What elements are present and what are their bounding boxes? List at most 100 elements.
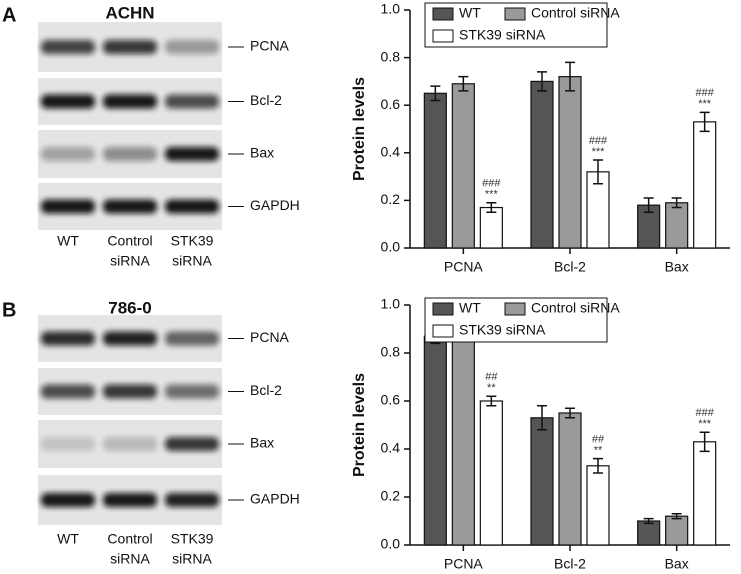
- legend-label: WT: [459, 5, 481, 21]
- bar: [558, 412, 582, 546]
- blot-band: [103, 493, 157, 507]
- bar: [558, 76, 582, 249]
- bar: [693, 121, 717, 249]
- blot-band: [103, 147, 157, 161]
- y-axis-label: Protein levels: [351, 373, 368, 477]
- error-bar: [565, 61, 575, 92]
- error-bar: [593, 457, 603, 474]
- blot-band: [41, 147, 95, 161]
- blot-band: [41, 331, 95, 346]
- x-tick-label: Bax: [665, 556, 689, 572]
- error-bar: [486, 395, 497, 407]
- blot-band: [41, 199, 95, 214]
- x-tick-label: PCNA: [444, 556, 484, 572]
- y-tick-label: 0.6: [381, 96, 401, 112]
- blot-band: [165, 199, 219, 214]
- legend-swatch: [432, 7, 454, 21]
- x-tick-label: Bcl-2: [554, 259, 586, 275]
- band-label: PCNA: [250, 329, 290, 345]
- y-axis-label: Protein levels: [351, 77, 368, 181]
- legend-label: WT: [459, 300, 481, 316]
- blot-band: [165, 94, 219, 109]
- y-tick-label: 0.0: [381, 239, 401, 255]
- error-bar: [671, 197, 682, 209]
- blot-band: [41, 493, 95, 507]
- bar: [530, 80, 554, 249]
- error-bar: [537, 71, 547, 92]
- legend-label: STK39 siRNA: [459, 27, 546, 43]
- lane-label: STK39: [171, 233, 214, 249]
- error-bar: [458, 75, 469, 92]
- legend-swatch: [432, 302, 454, 316]
- lane-label: siRNA: [110, 551, 150, 567]
- lane-label: siRNA: [110, 253, 150, 269]
- blot-band: [103, 331, 157, 346]
- y-tick-label: 0.6: [381, 392, 401, 408]
- error-bar: [565, 407, 575, 419]
- bar: [665, 515, 689, 546]
- bar: [423, 92, 447, 249]
- blot-band: [41, 40, 95, 54]
- bar: [637, 520, 661, 546]
- blot-band: [103, 384, 157, 399]
- legend-swatch: [432, 29, 454, 43]
- blot-band: [103, 40, 157, 54]
- lane-label: siRNA: [172, 551, 212, 567]
- y-tick-label: 1.0: [381, 1, 401, 17]
- significance-label: ***: [698, 418, 712, 430]
- blot-band: [41, 384, 95, 399]
- error-bar: [643, 197, 654, 214]
- significance-label: ###: [589, 135, 608, 147]
- legend-label: STK39 siRNA: [459, 322, 546, 338]
- blot-band: [41, 437, 95, 451]
- bar: [693, 441, 717, 546]
- band-label: Bcl-2: [250, 382, 282, 398]
- legend-label: Control siRNA: [531, 5, 620, 21]
- legend-swatch: [504, 302, 526, 316]
- error-bar: [671, 513, 682, 520]
- bar: [423, 335, 447, 546]
- lane-label: STK39: [171, 531, 214, 547]
- blot-band: [103, 94, 157, 109]
- x-tick-label: PCNA: [444, 259, 484, 275]
- y-tick-label: 0.8: [381, 344, 401, 360]
- significance-label: ##: [485, 371, 498, 383]
- error-bar: [699, 431, 710, 453]
- lane-label: WT: [57, 531, 79, 547]
- significance-label: ###: [482, 178, 501, 190]
- y-tick-label: 0.4: [381, 144, 401, 160]
- significance-label: **: [594, 445, 603, 457]
- band-label: GAPDH: [250, 197, 300, 213]
- lane-label: WT: [57, 233, 79, 249]
- y-tick-label: 0.2: [381, 488, 401, 504]
- blot-band: [165, 437, 219, 451]
- lane-label: Control: [107, 531, 152, 547]
- bar: [665, 202, 689, 249]
- band-label: PCNA: [250, 38, 290, 54]
- error-bar: [537, 405, 547, 431]
- blot-band: [41, 94, 95, 109]
- legend-label: Control siRNA: [531, 300, 620, 316]
- y-tick-label: 0.2: [381, 191, 401, 207]
- y-tick-label: 0.0: [381, 536, 401, 552]
- bar: [451, 328, 475, 546]
- blot-band: [165, 331, 219, 346]
- blot-band: [165, 147, 219, 161]
- blot-title: ACHN: [105, 3, 154, 22]
- blot-title: 786-0: [108, 298, 151, 317]
- band-label: Bax: [250, 435, 274, 451]
- x-tick-label: Bcl-2: [554, 556, 586, 572]
- y-tick-label: 0.8: [381, 48, 401, 64]
- bar: [586, 465, 610, 546]
- blot-band: [103, 199, 157, 214]
- significance-label: ***: [698, 98, 712, 110]
- panel-letter: B: [2, 299, 16, 321]
- band-label: GAPDH: [250, 491, 300, 507]
- significance-label: **: [487, 382, 496, 394]
- error-bar: [593, 159, 603, 185]
- blot-band: [165, 40, 219, 54]
- error-bar: [430, 85, 441, 102]
- blot-band: [165, 384, 219, 399]
- y-tick-label: 1.0: [381, 296, 401, 312]
